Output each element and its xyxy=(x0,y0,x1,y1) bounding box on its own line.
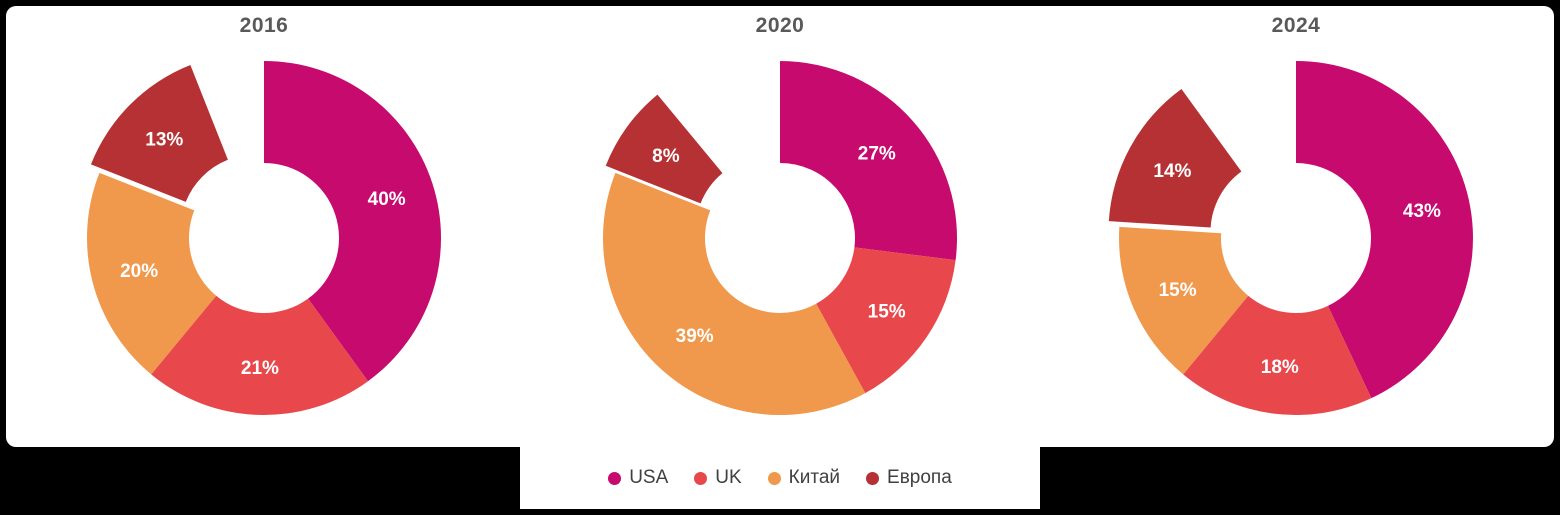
slice-label-USA: 40% xyxy=(368,189,406,210)
slice-Китай xyxy=(1119,226,1249,375)
slice-label-USA: 27% xyxy=(858,144,896,165)
chart-title-2024: 2024 xyxy=(1271,14,1321,37)
slice-USA xyxy=(1296,61,1473,399)
chart-title-2016: 2016 xyxy=(239,14,289,37)
slice-label-Китай: 20% xyxy=(120,261,158,282)
slice-label-UK: 18% xyxy=(1261,357,1299,378)
legend: USA UK Китай Европа xyxy=(520,447,1040,509)
slice-label-Китай: 15% xyxy=(1159,280,1197,301)
slice-USA xyxy=(780,61,957,261)
slice-UK xyxy=(816,247,956,394)
chart-panel-2016: 2016 40% 21% 20% 13% xyxy=(6,6,522,447)
legend-item-china: Китай xyxy=(767,467,841,489)
slice-label-Китай: 39% xyxy=(676,326,714,347)
legend-label-uk: UK xyxy=(715,467,742,488)
slice-UK xyxy=(151,295,369,416)
slice-Европа xyxy=(90,64,228,202)
slice-Европа xyxy=(605,94,723,204)
legend-item-europe: Европа xyxy=(866,467,952,489)
legend-label-europe: Европа xyxy=(887,467,952,488)
donut-chart-2020: 27% 15% 39% 8% xyxy=(602,61,957,416)
slice-USA xyxy=(264,61,442,382)
slice-Китай xyxy=(87,172,217,375)
legend-item-usa: USA xyxy=(608,467,668,489)
legend-label-usa: USA xyxy=(629,467,669,488)
charts-canvas: 2016 40% 21% 20% 13% 2020 27% 15% 39% 8% 2024 … xyxy=(6,6,1554,447)
chart-panel-2020: 2020 27% 15% 39% 8% xyxy=(522,6,1038,447)
slice-label-UK: 15% xyxy=(868,302,906,323)
chart-title-2020: 2020 xyxy=(755,14,805,37)
legend-dot-uk xyxy=(694,471,708,485)
slice-UK xyxy=(1183,295,1372,415)
chart-panel-2024: 2024 43% 18% 15% 14% xyxy=(1038,6,1554,447)
donut-chart-2016: 40% 21% 20% 13% xyxy=(87,61,442,416)
slice-Китай xyxy=(602,172,866,416)
slice-Европа xyxy=(1108,89,1242,228)
slice-label-Европа: 13% xyxy=(145,129,183,150)
legend-dot-usa xyxy=(608,471,622,485)
legend-dot-china xyxy=(767,471,781,485)
donut-chart-2024: 43% 18% 15% 14% xyxy=(1108,61,1473,415)
charts-row: 2016 40% 21% 20% 13% 2020 27% 15% 39% 8% 2024 … xyxy=(6,6,1554,447)
legend-item-uk: UK xyxy=(694,467,742,489)
slice-label-UK: 21% xyxy=(241,358,279,379)
legend-label-china: Китай xyxy=(788,467,841,488)
legend-dot-europe xyxy=(866,471,880,485)
slice-label-Европа: 8% xyxy=(652,146,680,167)
slice-label-USA: 43% xyxy=(1403,201,1441,222)
slice-label-Европа: 14% xyxy=(1153,161,1191,182)
